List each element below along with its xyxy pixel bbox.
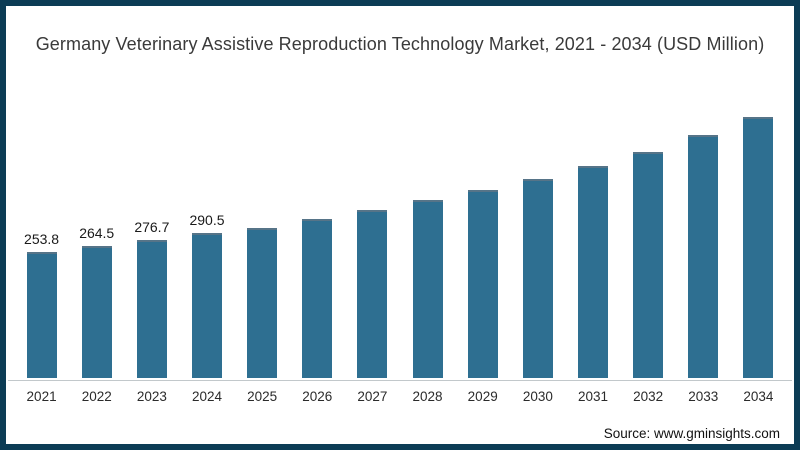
x-tick-label-2032: 2032 — [633, 389, 664, 404]
bars-row: 253.8 264.5 276.7 290.5 — [14, 117, 786, 378]
bar-column-2028 — [400, 199, 455, 378]
bar-2030 — [522, 179, 553, 378]
x-axis-labels-row: 2021 2022 2023 2024 2025 2026 2027 2028 2029 2030… — [14, 389, 786, 404]
x-tick-label-2031: 2031 — [577, 389, 608, 404]
bar-column-2025 — [235, 227, 290, 378]
x-tick-label-2023: 2023 — [136, 389, 167, 404]
bar-2034 — [743, 117, 774, 378]
bar-column-2033 — [676, 134, 731, 378]
bar-2021 — [26, 251, 57, 378]
x-tick-label-2030: 2030 — [522, 389, 553, 404]
x-tick-label-2034: 2034 — [743, 389, 774, 404]
bar-2024 — [191, 233, 222, 378]
bar-column-2030 — [510, 179, 565, 378]
bar-column-2022: 264.5 — [69, 225, 124, 378]
bar-column-2029 — [455, 190, 510, 378]
x-tick-label-2021: 2021 — [26, 389, 57, 404]
bar-2032 — [633, 151, 664, 378]
bar-2031 — [577, 165, 608, 378]
source-attribution: Source: www.gminsights.com — [603, 426, 780, 441]
x-tick-label-2028: 2028 — [412, 389, 443, 404]
x-tick-label-2022: 2022 — [81, 389, 112, 404]
bar-column-2034 — [731, 117, 786, 378]
bar-column-2021: 253.8 — [14, 231, 69, 378]
bar-2027 — [357, 209, 388, 378]
x-tick-label-2026: 2026 — [302, 389, 333, 404]
bar-2028 — [412, 199, 443, 378]
bar-value-label-2021: 253.8 — [24, 230, 60, 247]
bar-2029 — [467, 190, 498, 378]
bar-value-label-2023: 276.7 — [134, 219, 170, 236]
x-axis-line — [8, 380, 792, 381]
bar-value-label-2022: 264.5 — [79, 225, 115, 242]
bar-column-2026 — [290, 219, 345, 378]
bar-2026 — [302, 219, 333, 378]
bar-2023 — [136, 240, 167, 378]
bar-column-2031 — [565, 165, 620, 378]
bar-value-label-2024: 290.5 — [189, 212, 225, 229]
x-tick-label-2029: 2029 — [467, 389, 498, 404]
x-tick-label-2027: 2027 — [357, 389, 388, 404]
bar-column-2024: 290.5 — [179, 212, 234, 378]
chart-title: Germany Veterinary Assistive Reproductio… — [35, 34, 765, 54]
bar-2033 — [688, 134, 719, 378]
x-tick-label-2033: 2033 — [688, 389, 719, 404]
bar-column-2027 — [345, 209, 400, 378]
x-tick-label-2025: 2025 — [247, 389, 278, 404]
bar-column-2023: 276.7 — [124, 219, 179, 378]
bar-column-2032 — [621, 151, 676, 378]
bar-2025 — [247, 227, 278, 378]
bar-2022 — [81, 246, 112, 378]
x-tick-label-2024: 2024 — [191, 389, 223, 404]
